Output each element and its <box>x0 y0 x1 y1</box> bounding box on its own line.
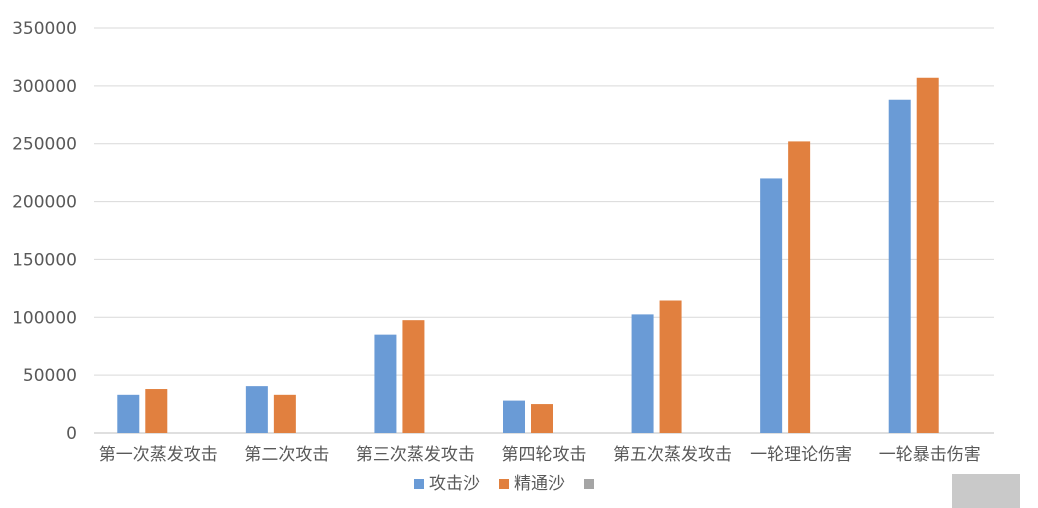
x-tick-label: 一轮理论伤害 <box>750 445 852 465</box>
y-tick-label: 200000 <box>12 193 77 213</box>
x-tick-label: 第一次蒸发攻击 <box>99 445 218 465</box>
gray-overlay-block <box>952 474 1020 508</box>
y-tick-label: 0 <box>66 424 77 444</box>
legend-label: 攻击沙 <box>429 474 480 494</box>
bar-series2 <box>659 300 682 433</box>
bar-series1 <box>888 99 911 433</box>
x-tick-label: 第五次蒸发攻击 <box>613 445 732 465</box>
y-tick-label: 350000 <box>12 19 77 39</box>
legend-swatch <box>499 479 509 489</box>
bar-series2 <box>273 394 296 433</box>
y-axis-ticks: 0 50000 100000 150000 200000 250000 300000 3500… <box>12 19 77 444</box>
y-tick-label: 300000 <box>12 77 77 97</box>
x-tick-label: 第二次攻击 <box>244 445 329 465</box>
bar-series1 <box>631 314 654 433</box>
bars <box>117 77 939 433</box>
bar-series1 <box>374 334 397 433</box>
bar-series2 <box>402 320 425 433</box>
x-tick-label: 第四轮攻击 <box>502 445 587 465</box>
y-tick-label: 100000 <box>12 308 77 328</box>
bar-series1 <box>760 178 783 433</box>
x-tick-label: 第三次蒸发攻击 <box>356 445 475 465</box>
bar-series1 <box>117 394 140 433</box>
bar-series2 <box>788 141 811 433</box>
x-axis-ticks: 第一次蒸发攻击 第二次攻击 第三次蒸发攻击 第四轮攻击 第五次蒸发攻击 一轮理论伤害 一轮暴… <box>99 445 981 465</box>
legend-swatch <box>584 479 594 489</box>
legend: 攻击沙 精通沙 <box>414 474 594 494</box>
legend-label: 精通沙 <box>514 474 565 494</box>
x-tick-label: 一轮暴击伤害 <box>879 445 981 465</box>
bar-series2 <box>916 77 939 433</box>
y-tick-label: 50000 <box>23 366 77 386</box>
bar-series2 <box>531 404 553 433</box>
y-tick-label: 250000 <box>12 135 77 155</box>
bar-series2 <box>145 389 168 433</box>
bar-series1 <box>245 386 268 433</box>
legend-swatch <box>414 479 424 489</box>
bar-series1 <box>503 400 525 433</box>
grid-lines <box>94 27 994 434</box>
y-tick-label: 150000 <box>12 250 77 270</box>
